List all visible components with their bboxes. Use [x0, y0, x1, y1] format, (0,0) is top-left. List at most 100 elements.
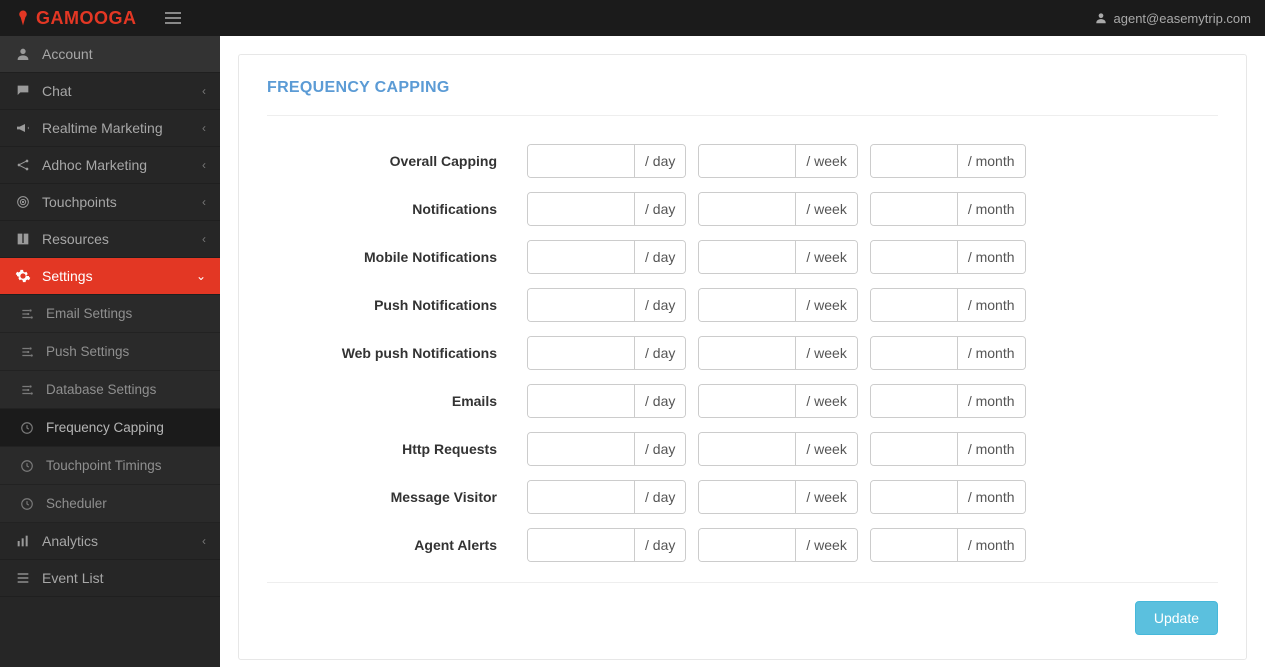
main-content: FREQUENCY CAPPING Overall Capping / day … — [220, 36, 1265, 667]
month-input[interactable] — [871, 193, 957, 225]
subnav-database-settings[interactable]: Database Settings — [0, 371, 220, 409]
day-group: / day — [527, 144, 686, 178]
cogs-icon — [14, 268, 32, 284]
month-input[interactable] — [871, 433, 957, 465]
week-addon: / week — [795, 385, 856, 417]
month-addon: / month — [957, 241, 1025, 273]
subnav-push-settings[interactable]: Push Settings — [0, 333, 220, 371]
day-input[interactable] — [528, 433, 634, 465]
sidebar-item-touchpoints[interactable]: Touchpoints ‹ — [0, 184, 220, 221]
sidebar-item-account[interactable]: Account — [0, 36, 220, 73]
update-button[interactable]: Update — [1135, 601, 1218, 635]
month-input[interactable] — [871, 289, 957, 321]
week-addon: / week — [795, 433, 856, 465]
day-input[interactable] — [528, 529, 634, 561]
day-input[interactable] — [528, 193, 634, 225]
sidebar-item-label: Adhoc Marketing — [42, 157, 147, 173]
month-input[interactable] — [871, 241, 957, 273]
row-label: Http Requests — [267, 441, 527, 457]
subnav-label: Scheduler — [46, 496, 107, 511]
form-row: Push Notifications / day / week / month — [267, 288, 1218, 322]
sidebar-item-label: Event List — [42, 570, 103, 586]
sidebar-item-adhoc-marketing[interactable]: Adhoc Marketing ‹ — [0, 147, 220, 184]
week-group: / week — [698, 432, 857, 466]
user-menu[interactable]: agent@easemytrip.com — [1094, 11, 1251, 26]
month-group: / month — [870, 432, 1026, 466]
month-input[interactable] — [871, 529, 957, 561]
sidebar-item-settings[interactable]: Settings ⌄ — [0, 258, 220, 295]
user-email: agent@easemytrip.com — [1114, 11, 1251, 26]
month-input[interactable] — [871, 145, 957, 177]
day-addon: / day — [634, 241, 685, 273]
week-addon: / week — [795, 481, 856, 513]
chevron-left-icon: ‹ — [202, 158, 206, 172]
input-groups: / day / week / month — [527, 336, 1026, 370]
day-addon: / day — [634, 529, 685, 561]
form-row: Mobile Notifications / day / week / mont… — [267, 240, 1218, 274]
day-addon: / day — [634, 481, 685, 513]
subnav-scheduler[interactable]: Scheduler — [0, 485, 220, 523]
week-group: / week — [698, 192, 857, 226]
row-label: Overall Capping — [267, 153, 527, 169]
list-icon — [14, 570, 32, 586]
day-input[interactable] — [528, 481, 634, 513]
chevron-left-icon: ‹ — [202, 84, 206, 98]
month-group: / month — [870, 480, 1026, 514]
sidebar-item-realtime-marketing[interactable]: Realtime Marketing ‹ — [0, 110, 220, 147]
day-input[interactable] — [528, 289, 634, 321]
month-input[interactable] — [871, 337, 957, 369]
month-input[interactable] — [871, 481, 957, 513]
day-group: / day — [527, 336, 686, 370]
week-input[interactable] — [699, 337, 795, 369]
week-group: / week — [698, 240, 857, 274]
book-icon — [14, 231, 32, 247]
row-label: Notifications — [267, 201, 527, 217]
month-group: / month — [870, 528, 1026, 562]
subnav-email-settings[interactable]: Email Settings — [0, 295, 220, 333]
chevron-down-icon: ⌄ — [196, 269, 206, 283]
menu-toggle[interactable] — [165, 12, 181, 24]
sidebar-item-resources[interactable]: Resources ‹ — [0, 221, 220, 258]
input-groups: / day / week / month — [527, 192, 1026, 226]
bullhorn-icon — [14, 120, 32, 136]
subnav-frequency-capping[interactable]: Frequency Capping — [0, 409, 220, 447]
sidebar-item-event-list[interactable]: Event List — [0, 560, 220, 597]
week-group: / week — [698, 528, 857, 562]
day-input[interactable] — [528, 145, 634, 177]
month-input[interactable] — [871, 385, 957, 417]
form-row: Emails / day / week / month — [267, 384, 1218, 418]
frequency-capping-panel: FREQUENCY CAPPING Overall Capping / day … — [238, 54, 1247, 660]
month-addon: / month — [957, 481, 1025, 513]
brand-logo[interactable]: GAMOOGA — [14, 8, 137, 29]
input-groups: / day / week / month — [527, 288, 1026, 322]
week-input[interactable] — [699, 145, 795, 177]
sliders-icon — [20, 307, 36, 321]
month-group: / month — [870, 144, 1026, 178]
day-group: / day — [527, 240, 686, 274]
sidebar-item-chat[interactable]: Chat ‹ — [0, 73, 220, 110]
month-addon: / month — [957, 337, 1025, 369]
week-input[interactable] — [699, 529, 795, 561]
week-input[interactable] — [699, 241, 795, 273]
day-input[interactable] — [528, 241, 634, 273]
sliders-icon — [20, 383, 36, 397]
day-input[interactable] — [528, 337, 634, 369]
topbar: GAMOOGA agent@easemytrip.com — [0, 0, 1265, 36]
input-groups: / day / week / month — [527, 240, 1026, 274]
week-addon: / week — [795, 289, 856, 321]
week-input[interactable] — [699, 289, 795, 321]
row-label: Agent Alerts — [267, 537, 527, 553]
week-addon: / week — [795, 145, 856, 177]
week-input[interactable] — [699, 385, 795, 417]
sidebar-item-analytics[interactable]: Analytics ‹ — [0, 523, 220, 560]
input-groups: / day / week / month — [527, 432, 1026, 466]
input-groups: / day / week / month — [527, 528, 1026, 562]
chevron-left-icon: ‹ — [202, 534, 206, 548]
form-row: Message Visitor / day / week / month — [267, 480, 1218, 514]
week-input[interactable] — [699, 193, 795, 225]
subnav-touchpoint-timings[interactable]: Touchpoint Timings — [0, 447, 220, 485]
week-input[interactable] — [699, 433, 795, 465]
day-input[interactable] — [528, 385, 634, 417]
month-addon: / month — [957, 289, 1025, 321]
week-input[interactable] — [699, 481, 795, 513]
